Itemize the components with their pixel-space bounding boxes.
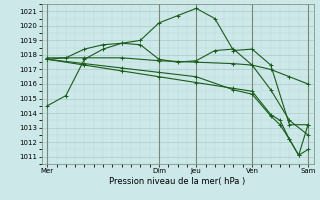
X-axis label: Pression niveau de la mer( hPa ): Pression niveau de la mer( hPa ) xyxy=(109,177,246,186)
